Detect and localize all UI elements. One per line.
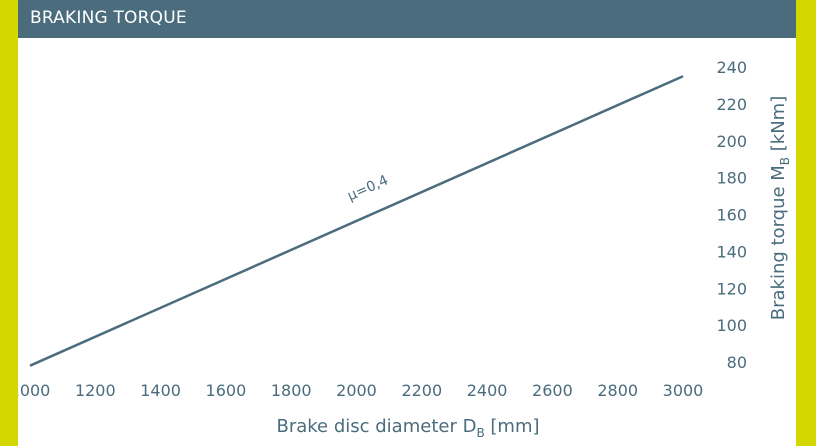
- x-tick-label: 1000: [18, 381, 50, 400]
- y-tick-group: 240 220 200 180 160 140 120 100 80: [716, 58, 747, 372]
- chart-panel: BRAKING TORQUE 240 220 200 180 160 140 120 100 8…: [18, 0, 796, 446]
- series-line: [29, 75, 684, 367]
- y-axis-label-subscript: B: [778, 157, 792, 165]
- y-tick-label: 160: [716, 206, 747, 225]
- x-tick-group: 1000 1200 1400 1600 1800 2000 2200 2400 2600 2800…: [18, 381, 703, 400]
- y-tick-label: 240: [716, 58, 747, 77]
- series-annotation: μ=0,4: [345, 172, 391, 204]
- x-axis-label: Brake disc diameter DB [mm]: [276, 416, 539, 440]
- y-axis-label-unit: [kNm]: [768, 96, 789, 157]
- y-tick-label: 120: [716, 279, 747, 298]
- chart-title: BRAKING TORQUE: [30, 8, 187, 28]
- x-tick-label: 2400: [467, 381, 508, 400]
- x-axis-label-main: Brake disc diameter D: [276, 416, 476, 437]
- y-tick-label: 220: [716, 95, 747, 114]
- x-tick-label: 1400: [140, 381, 181, 400]
- chart-header: BRAKING TORQUE: [18, 0, 796, 38]
- x-tick-label: 2600: [532, 381, 573, 400]
- y-tick-label: 200: [716, 132, 747, 151]
- x-tick-label: 2800: [597, 381, 638, 400]
- x-axis-label-unit: [mm]: [485, 416, 540, 437]
- series-group: [29, 75, 684, 367]
- y-tick-label: 100: [716, 316, 747, 335]
- y-tick-label: 80: [727, 353, 747, 372]
- y-tick-label: 180: [716, 169, 747, 188]
- x-tick-label: 2200: [401, 381, 442, 400]
- annotation-group: μ=0,4: [345, 172, 391, 204]
- x-tick-label: 3000: [663, 381, 704, 400]
- y-tick-label: 140: [716, 242, 747, 261]
- x-tick-label: 1200: [75, 381, 116, 400]
- y-axis-label: Braking torque MB [kNm]: [768, 96, 792, 321]
- x-tick-label: 1800: [271, 381, 312, 400]
- x-tick-label: 1600: [206, 381, 247, 400]
- x-axis-label-subscript: B: [476, 426, 484, 440]
- y-axis-label-main: Braking torque M: [768, 165, 789, 320]
- x-tick-label: 2000: [336, 381, 377, 400]
